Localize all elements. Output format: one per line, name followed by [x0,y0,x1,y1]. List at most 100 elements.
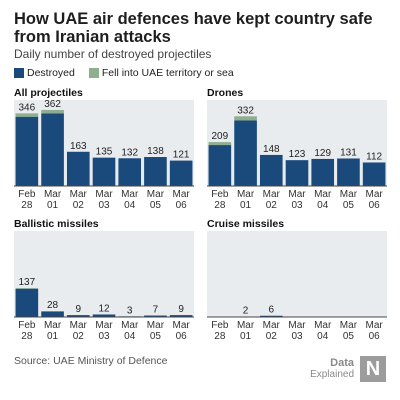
bar-value-label: 135 [96,147,113,158]
bar-value-label: 137 [19,277,36,288]
bar-destroyed [66,151,90,186]
bar-destroyed [285,160,309,186]
x-tick-label: Mar [314,320,332,331]
bar-value-label: 112 [366,151,382,162]
bar-value-label: 9 [178,304,184,315]
x-tick-label: 05 [343,200,355,211]
bar-destroyed [169,160,193,186]
x-tick-label: Mar [237,320,255,331]
x-tick-label: Mar [70,320,88,331]
x-tick-label: Mar [288,189,306,200]
x-tick-label: Mar [147,189,165,200]
x-tick-label: Mar [147,320,165,331]
bar-destroyed [118,158,142,186]
x-tick-label: 01 [240,200,252,211]
x-tick-label: 28 [214,331,226,342]
bar-destroyed [337,158,360,186]
x-tick-label: Mar [121,320,139,331]
bar-value-label: 148 [263,144,280,155]
bar-value-label: 121 [173,150,190,161]
bar-fell [15,113,39,117]
chart-panel-drones: 209Feb28332Mar01148Mar02123Mar03129Mar04… [207,100,387,211]
x-tick-label: Mar [340,320,358,331]
x-tick-label: 04 [124,200,136,211]
x-tick-label: 02 [266,200,278,211]
x-tick-label: Mar [173,189,191,200]
x-tick-label: 28 [21,200,33,211]
bar-value-label: 131 [340,147,357,158]
bar-destroyed [169,315,193,317]
legend-item-fell: Fell into UAE territory or sea [88,67,234,79]
bar-destroyed [259,315,283,317]
bar-value-label: 163 [70,141,87,152]
x-tick-label: Mar [340,189,358,200]
bar-fell [234,116,257,121]
bar-value-label: 12 [98,303,110,314]
x-tick-label: 05 [150,331,162,342]
bar-destroyed [66,315,90,317]
bar-value-label: 9 [76,304,82,315]
plot-background [14,231,194,317]
chart-panel-all: 346Feb28362Mar01163Mar02135Mar03132Mar04… [14,99,194,211]
logo-line2: Explained [310,369,354,380]
x-tick-label: Mar [173,320,191,331]
publisher-logo-icon: N [360,356,386,382]
x-tick-label: 01 [47,200,59,211]
bar-destroyed [15,116,39,186]
panel-title-drones: Drones [207,87,244,99]
legend-label-destroyed: Destroyed [27,67,75,79]
bar-destroyed [259,154,283,186]
bar-destroyed [208,145,232,186]
bar-destroyed [362,162,386,186]
x-tick-label: 06 [176,331,188,342]
x-tick-label: 06 [369,200,381,211]
x-tick-label: Mar [263,189,281,200]
bar-value-label: 332 [237,105,254,116]
bar-value-label: 346 [19,102,36,113]
bar-fell [41,109,64,114]
x-tick-label: Mar [288,320,306,331]
bar-destroyed [92,157,116,186]
x-tick-label: 05 [150,200,162,211]
panel-title-ballistic: Ballistic missiles [14,218,99,230]
x-tick-label: 03 [98,331,110,342]
x-tick-label: 01 [47,331,59,342]
x-tick-label: 03 [291,331,303,342]
bar-value-label: 7 [153,305,159,316]
x-tick-label: 04 [317,200,329,211]
bar-destroyed [144,315,167,317]
source-note: Source: UAE Ministry of Defence [14,355,168,367]
chart-subtitle: Daily number of destroyed projectiles [14,47,212,61]
x-tick-label: 02 [73,200,85,211]
x-tick-label: Mar [70,189,88,200]
bar-destroyed [234,120,257,186]
x-tick-label: 28 [21,331,33,342]
bar-value-label: 138 [147,146,164,157]
bar-destroyed [144,157,167,186]
bar-fell [208,142,232,146]
legend-swatch-fell [88,68,99,78]
x-tick-label: Mar [44,320,62,331]
bar-destroyed [92,314,116,317]
bar-destroyed [311,158,335,186]
x-tick-label: Feb [18,189,36,200]
logo-line1: Data [330,357,354,369]
x-tick-label: Mar [121,189,139,200]
x-tick-label: 28 [214,200,226,211]
x-tick-label: Mar [366,320,384,331]
x-tick-label: Feb [211,189,229,200]
x-tick-label: 03 [291,200,303,211]
x-tick-label: 04 [124,331,136,342]
publisher-logo-text: Data Explained [302,357,354,381]
x-tick-label: 06 [176,200,188,211]
chart-panel-ballistic: 137Feb2828Mar019Mar0212Mar033Mar047Mar05… [14,231,194,342]
x-tick-label: 03 [98,200,110,211]
plot-background [207,231,387,317]
bar-value-label: 129 [314,148,331,159]
x-tick-label: Feb [18,320,36,331]
x-tick-label: Mar [237,189,255,200]
bar-destroyed [41,113,64,186]
x-tick-label: Mar [95,189,113,200]
bar-value-label: 209 [212,131,229,142]
